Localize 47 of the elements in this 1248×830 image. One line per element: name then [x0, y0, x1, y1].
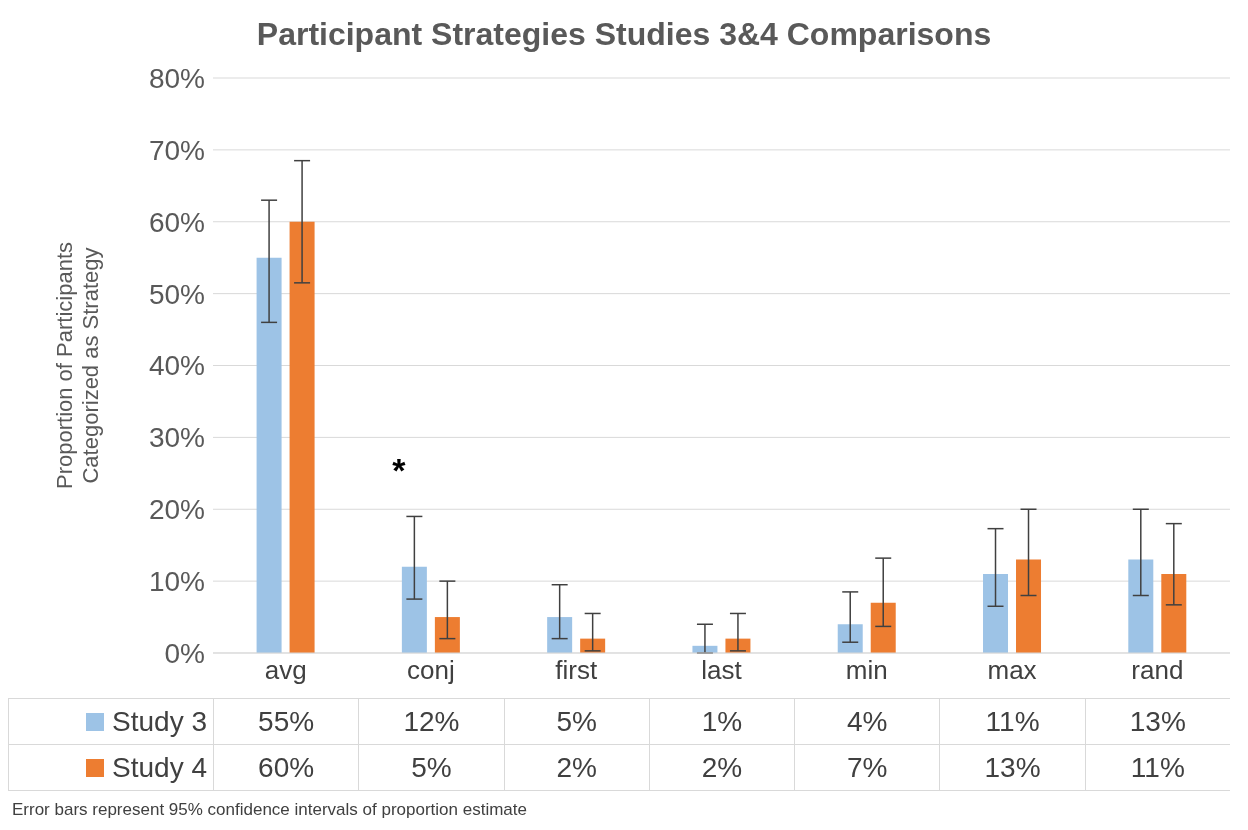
bar: [547, 617, 573, 653]
bar: [401, 566, 427, 653]
y-tick-label: 60%: [148, 206, 205, 238]
y-tick-label: 40%: [148, 350, 205, 382]
x-tick-label: first: [555, 655, 598, 686]
x-tick-label: max: [987, 655, 1037, 686]
y-tick-label: 20%: [148, 494, 205, 526]
bar: [1128, 559, 1154, 653]
y-tick-label: 30%: [148, 422, 205, 454]
bar: [870, 602, 896, 653]
y-tick-label: 70%: [148, 134, 205, 166]
x-tick-label: avg: [264, 655, 307, 686]
data-label: 55%: [213, 699, 359, 744]
x-tick-label: min: [845, 655, 888, 686]
bar: [1161, 573, 1187, 653]
data-label: 11%: [939, 699, 1085, 744]
bar: [1016, 559, 1042, 653]
x-tick-label: last: [701, 655, 743, 686]
data-label: 13%: [1084, 699, 1230, 744]
annotation: *: [391, 451, 407, 489]
data-label: 5%: [503, 699, 649, 744]
y-tick-label: 80%: [148, 62, 205, 94]
data-label: 13%: [939, 745, 1085, 790]
chart-title: Participant Strategies Studies 3&4 Comparisons: [255, 16, 993, 53]
bar: [983, 573, 1009, 653]
data-label: 5%: [358, 745, 504, 790]
y-tick-label: 10%: [148, 566, 205, 598]
data-label: 60%: [213, 745, 359, 790]
x-tick-label: rand: [1131, 655, 1184, 686]
data-label: 2%: [503, 745, 649, 790]
data-label: 11%: [1084, 745, 1230, 790]
text: Error bars represent 95% confidence intervals of proportion estimate: [12, 800, 527, 820]
bar: [256, 257, 282, 653]
legend-label: Study 4: [8, 745, 213, 790]
data-label: 7%: [794, 745, 940, 790]
data-label: 1%: [648, 699, 795, 744]
data-label: 4%: [794, 699, 940, 744]
data-label: 12%: [358, 699, 504, 744]
bar: [837, 624, 863, 653]
bar: [289, 221, 315, 653]
legend-label: Study 3: [8, 699, 213, 744]
y-axis-title: Proportion of Participants Categorized as Strategy: [52, 241, 103, 490]
data-label: 2%: [648, 745, 795, 790]
bar: [434, 617, 460, 653]
y-tick-label: 50%: [148, 278, 205, 310]
x-tick-label: conj: [407, 655, 455, 686]
y-tick-label: 0%: [164, 637, 205, 669]
